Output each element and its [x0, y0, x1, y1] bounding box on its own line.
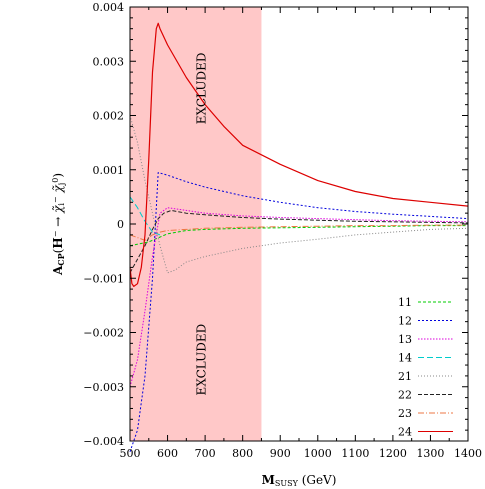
x-tick-label: 500 [120, 447, 141, 460]
x-tick-label: 600 [157, 447, 178, 460]
excluded-label-bottom: EXCLUDED [195, 324, 209, 396]
series-line-22 [129, 209, 469, 274]
y-tick-label: 0 [117, 218, 124, 231]
series-line-12 [129, 172, 469, 452]
x-tick-label: 700 [195, 447, 216, 460]
x-tick-label: 800 [232, 447, 253, 460]
y-tick-label: −0.003 [83, 381, 124, 394]
x-tick-label: 900 [270, 447, 291, 460]
series-layer [129, 22, 469, 452]
legend-label-13: 13 [398, 333, 412, 346]
series-line-13 [129, 207, 469, 387]
y-tick-label: 0.003 [93, 55, 125, 68]
y-tick-label: −0.004 [83, 435, 124, 448]
legend-label-12: 12 [398, 315, 412, 328]
series-line-23 [129, 224, 468, 241]
x-axis-label: MSUSY (GeV) [262, 473, 337, 488]
legend-label-21: 21 [398, 370, 412, 383]
y-tick-label: −0.001 [83, 272, 124, 285]
series-line-14 [129, 196, 161, 236]
x-tick-label: 1300 [416, 447, 444, 460]
legend-label-11: 11 [398, 296, 412, 309]
y-tick-label: 0.002 [93, 110, 125, 123]
y-axis-label: ACP(H− → χ̃i− χ̃j0) [51, 173, 66, 276]
legend-label-24: 24 [398, 426, 412, 439]
legend-label-23: 23 [398, 407, 412, 420]
plot-frame [129, 6, 469, 442]
y-tick-label: −0.002 [83, 327, 124, 340]
x-tick-label: 1100 [341, 447, 369, 460]
x-tick-label: 1200 [379, 447, 407, 460]
y-tick-label: 0.001 [93, 164, 125, 177]
series-line-11 [129, 225, 468, 247]
y-tick-label: 0.004 [93, 1, 125, 14]
x-tick-label: 1000 [304, 447, 332, 460]
legend-label-14: 14 [398, 352, 412, 365]
series-line-24 [129, 22, 469, 287]
legend-label-22: 22 [398, 389, 412, 402]
x-tick-label: 1400 [454, 447, 482, 460]
legend: 11 12 13 14 21 22 23 24 [398, 296, 453, 439]
excluded-label-top: EXCLUDED [195, 53, 209, 125]
